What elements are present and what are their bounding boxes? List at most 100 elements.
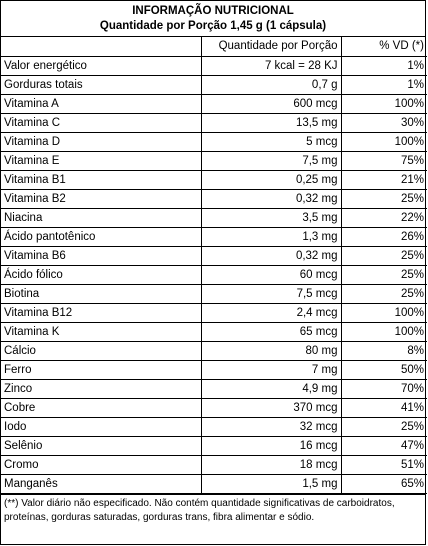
- nutrient-quantity: 2,4 mcg: [200, 302, 342, 323]
- table-row: Ferro 7 mg 50%: [1, 359, 427, 380]
- nutrition-title: INFORMAÇÃO NUTRICIONAL: [132, 5, 294, 17]
- table-row: Vitamina K 65 mcg 100%: [1, 321, 427, 342]
- nutrient-daily-value: 25%: [340, 245, 427, 266]
- nutrient-quantity: 370 mcg: [200, 397, 342, 418]
- nutrition-table: Quantidade por Porção % VD (*) Valor ene…: [1, 37, 427, 494]
- nutrient-daily-value: 51%: [340, 454, 427, 475]
- nutrient-name: Gorduras totais: [1, 74, 202, 95]
- nutrient-quantity: 5 mcg: [200, 131, 342, 152]
- nutrient-name: Vitamina B6: [1, 245, 202, 266]
- nutrient-quantity: 3,5 mg: [200, 207, 342, 228]
- nutrient-quantity: 32 mcg: [200, 416, 342, 437]
- table-row: Gorduras totais 0,7 g 1%: [1, 74, 427, 95]
- nutrient-daily-value: 21%: [340, 169, 427, 190]
- nutrient-daily-value: 100%: [340, 131, 427, 152]
- footnote: (**) Valor diário não especificado. Não …: [1, 493, 425, 527]
- nutrient-daily-value: 25%: [340, 283, 427, 304]
- table-row: Vitamina E 7,5 mg 75%: [1, 150, 427, 171]
- nutrient-quantity: 16 mcg: [200, 435, 342, 456]
- column-header-daily-value: % VD (*): [340, 37, 427, 57]
- nutrient-quantity: 1,5 mg: [200, 473, 342, 494]
- nutrient-quantity: 0,32 mg: [200, 245, 342, 266]
- table-row: Vitamina B2 0,32 mg 25%: [1, 188, 427, 209]
- table-row: Niacina 3,5 mg 22%: [1, 207, 427, 228]
- table-row: Cobre 370 mcg 41%: [1, 397, 427, 418]
- table-row: Cromo 18 mcg 51%: [1, 454, 427, 475]
- nutrient-quantity: 600 mcg: [200, 93, 342, 114]
- nutrient-quantity: 4,9 mg: [200, 378, 342, 399]
- table-row: Manganês 1,5 mg 65%: [1, 473, 427, 494]
- table-row: Selênio 16 mcg 47%: [1, 435, 427, 456]
- table-row: Vitamina B6 0,32 mg 25%: [1, 245, 427, 266]
- nutrient-daily-value: 100%: [340, 93, 427, 114]
- nutrient-quantity: 0,32 mg: [200, 188, 342, 209]
- nutrient-daily-value: 100%: [340, 321, 427, 342]
- serving-size: Quantidade por Porção 1,45 g (1 cápsula): [99, 20, 327, 32]
- nutrient-name: Zinco: [1, 378, 202, 399]
- nutrient-daily-value: 65%: [340, 473, 427, 494]
- nutrient-name: Vitamina B2: [1, 188, 202, 209]
- nutrient-name: Cromo: [1, 454, 202, 475]
- nutrient-daily-value: 75%: [340, 150, 427, 171]
- table-header-row: Quantidade por Porção % VD (*): [1, 37, 427, 57]
- nutrient-name: Vitamina B1: [1, 169, 202, 190]
- nutrient-daily-value: 25%: [340, 416, 427, 437]
- nutrient-daily-value: 50%: [340, 359, 427, 380]
- nutrient-daily-value: 22%: [340, 207, 427, 228]
- nutrient-daily-value: 70%: [340, 378, 427, 399]
- nutrient-daily-value: 1%: [340, 55, 427, 76]
- nutrient-daily-value: 25%: [340, 264, 427, 285]
- nutrient-name: Vitamina E: [1, 150, 202, 171]
- table-row: Cálcio 80 mg 8%: [1, 340, 427, 361]
- column-header-quantity: Quantidade por Porção: [200, 37, 342, 57]
- nutrient-daily-value: 26%: [340, 226, 427, 247]
- table-row: Vitamina B1 0,25 mg 21%: [1, 169, 427, 190]
- nutrient-name: Vitamina D: [1, 131, 202, 152]
- table-row: Iodo 32 mcg 25%: [1, 416, 427, 437]
- nutrient-daily-value: 41%: [340, 397, 427, 418]
- column-header-name: [1, 37, 202, 57]
- nutrient-name: Iodo: [1, 416, 202, 437]
- nutrient-name: Vitamina A: [1, 93, 202, 114]
- table-row: Ácido pantotênico 1,3 mg 26%: [1, 226, 427, 247]
- table-row: Zinco 4,9 mg 70%: [1, 378, 427, 399]
- nutrient-daily-value: 25%: [340, 188, 427, 209]
- table-row: Ácido fólico 60 mcg 25%: [1, 264, 427, 285]
- table-row: Vitamina B12 2,4 mcg 100%: [1, 302, 427, 323]
- nutrient-quantity: 7 kcal = 28 KJ: [200, 55, 342, 76]
- nutrient-name: Vitamina K: [1, 321, 202, 342]
- nutrient-name: Vitamina B12: [1, 302, 202, 323]
- nutrient-quantity: 0,7 g: [200, 74, 342, 95]
- nutrient-name: Ácido pantotênico: [1, 226, 202, 247]
- nutrient-quantity: 65 mcg: [200, 321, 342, 342]
- nutrient-name: Vitamina C: [1, 112, 202, 133]
- nutrient-quantity: 60 mcg: [200, 264, 342, 285]
- nutrient-name: Selênio: [1, 435, 202, 456]
- nutrient-name: Niacina: [1, 207, 202, 228]
- nutrient-daily-value: 8%: [340, 340, 427, 361]
- nutrient-daily-value: 1%: [340, 74, 427, 95]
- nutrient-quantity: 80 mg: [200, 340, 342, 361]
- nutrient-quantity: 13,5 mg: [200, 112, 342, 133]
- nutrient-quantity: 18 mcg: [200, 454, 342, 475]
- nutrient-quantity: 7,5 mcg: [200, 283, 342, 304]
- nutrient-daily-value: 47%: [340, 435, 427, 456]
- nutrient-name: Cobre: [1, 397, 202, 418]
- table-row: Vitamina C 13,5 mg 30%: [1, 112, 427, 133]
- nutrient-quantity: 0,25 mg: [200, 169, 342, 190]
- nutrient-name: Ácido fólico: [1, 264, 202, 285]
- nutrient-daily-value: 100%: [340, 302, 427, 323]
- nutrient-daily-value: 30%: [340, 112, 427, 133]
- nutrient-quantity: 7,5 mg: [200, 150, 342, 171]
- nutrient-quantity: 7 mg: [200, 359, 342, 380]
- nutrient-name: Cálcio: [1, 340, 202, 361]
- nutrient-name: Biotina: [1, 283, 202, 304]
- table-row: Valor energético 7 kcal = 28 KJ 1%: [1, 55, 427, 76]
- table-row: Vitamina A 600 mcg 100%: [1, 93, 427, 114]
- nutrient-name: Manganês: [1, 473, 202, 494]
- table-row: Biotina 7,5 mcg 25%: [1, 283, 427, 304]
- nutrient-quantity: 1,3 mg: [200, 226, 342, 247]
- nutrient-name: Ferro: [1, 359, 202, 380]
